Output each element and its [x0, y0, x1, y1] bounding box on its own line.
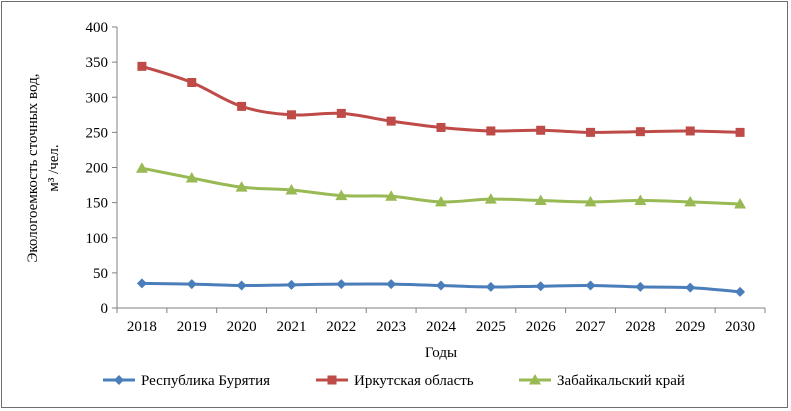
- data-point: [136, 278, 147, 289]
- data-point: [486, 126, 496, 136]
- x-tick-label: 2021: [276, 319, 306, 335]
- data-point: [484, 193, 497, 204]
- series-2: [137, 61, 745, 137]
- data-point: [634, 194, 647, 206]
- data-point: [585, 280, 596, 291]
- y-tick-label: 150: [86, 196, 109, 212]
- data-point: [485, 281, 496, 292]
- legend-item: Республика Бурятия: [103, 373, 270, 389]
- legend: Республика Бурятия Иркутская область Забай…: [103, 373, 685, 389]
- data-point: [685, 282, 696, 293]
- legend-marker: [327, 375, 337, 385]
- data-point: [335, 189, 348, 201]
- x-tick-label: 2020: [227, 319, 257, 335]
- x-tick-label: 2025: [476, 319, 506, 335]
- legend-marker: [114, 375, 124, 385]
- legend-label: Республика Бурятия: [141, 373, 270, 389]
- data-point: [235, 181, 248, 192]
- x-tick-label: 2018: [127, 319, 157, 335]
- data-point: [186, 279, 197, 290]
- x-tick-label: 2026: [526, 319, 557, 335]
- x-tick-label: 2024: [426, 319, 457, 335]
- y-tick-label: 0: [101, 301, 109, 317]
- x-tick-label: 2022: [326, 319, 356, 335]
- y-tick-label: 250: [86, 125, 109, 141]
- data-point: [535, 281, 546, 292]
- x-tick-label: 2030: [725, 319, 755, 335]
- data-point: [185, 172, 198, 183]
- series-group: [135, 61, 747, 297]
- y-axis-title: Экологоемкость сточных вод, м³ /чел.: [25, 74, 62, 263]
- data-point: [236, 280, 247, 291]
- data-point: [735, 286, 746, 297]
- series-line: [141, 64, 741, 134]
- x-tick-label: 2027: [576, 319, 607, 335]
- data-point: [735, 127, 745, 137]
- data-point: [336, 279, 347, 290]
- y-tick-label: 400: [86, 20, 109, 36]
- data-point: [386, 279, 397, 290]
- data-point: [286, 110, 296, 120]
- series-3: [135, 162, 747, 209]
- y-tick-label: 200: [86, 161, 109, 177]
- data-point: [586, 127, 596, 137]
- legend-item: Забайкальский край: [519, 373, 685, 389]
- data-point: [385, 190, 398, 201]
- y-tick-label: 350: [86, 55, 109, 71]
- legend-item: Иркутская область: [316, 373, 474, 389]
- x-tick-label: 2023: [376, 319, 406, 335]
- data-point: [684, 195, 697, 207]
- x-axis-label: Годы: [425, 345, 457, 361]
- data-point: [336, 108, 346, 118]
- legend-marker: [529, 374, 541, 385]
- x-tick-label: 2029: [675, 319, 705, 335]
- data-point: [635, 127, 645, 137]
- x-tick-label: 2028: [625, 319, 655, 335]
- x-tick-label: 2019: [177, 319, 207, 335]
- data-point: [536, 125, 546, 135]
- data-point: [436, 122, 446, 132]
- series-1: [136, 278, 746, 297]
- data-point: [584, 195, 597, 207]
- data-point: [635, 281, 646, 292]
- y-axis-ticks: 0 50 100 150 200 250 300 350 400: [86, 20, 117, 317]
- data-point: [435, 195, 447, 207]
- y-tick-label: 300: [86, 90, 109, 106]
- y-axis-label-line1: Экологоемкость сточных вод,: [25, 74, 41, 263]
- data-point: [237, 101, 247, 111]
- data-point: [534, 194, 547, 206]
- data-point: [135, 162, 148, 173]
- data-point: [734, 198, 747, 209]
- y-tick-label: 100: [86, 231, 109, 247]
- data-point: [187, 77, 197, 87]
- data-point: [286, 279, 297, 290]
- legend-label: Иркутская область: [354, 373, 474, 389]
- data-point: [436, 280, 446, 291]
- data-point: [285, 183, 298, 195]
- x-axis-ticks: 2018 2019 2020 2021 2022 2023 2024 2025 2026 2027…: [116, 308, 766, 335]
- y-axis-label-line2: м³ /чел.: [46, 144, 62, 191]
- data-point: [386, 116, 396, 126]
- legend-label: Забайкальский край: [557, 373, 685, 389]
- y-tick-label: 50: [93, 266, 108, 282]
- data-point: [685, 126, 695, 136]
- data-point: [137, 61, 147, 71]
